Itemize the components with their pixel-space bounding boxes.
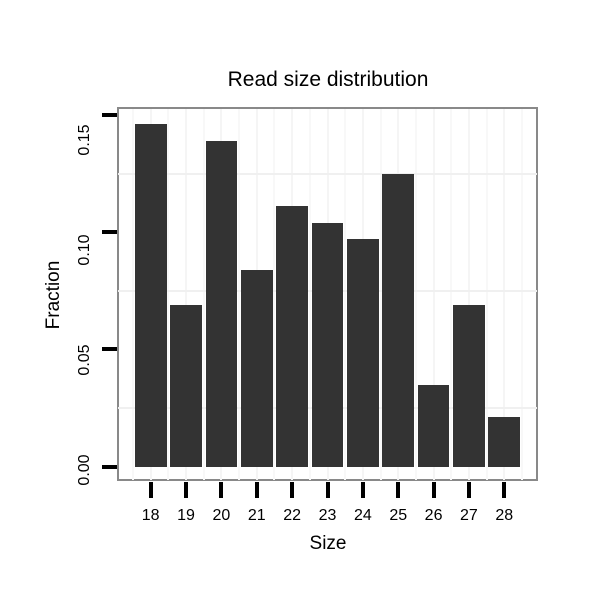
gridline-v-minor (308, 109, 311, 480)
y-tick (102, 347, 117, 352)
gridline-v-minor (167, 109, 170, 480)
y-tick-label: 0.00 (76, 454, 93, 486)
x-tick-label: 19 (177, 507, 195, 524)
bar-21 (240, 269, 273, 467)
x-tick (290, 482, 295, 498)
bar-23 (311, 222, 344, 467)
gridline-v-minor (520, 109, 523, 480)
bar-20 (205, 140, 238, 467)
x-tick (360, 482, 365, 498)
x-tick-label: 20 (212, 507, 231, 524)
x-tick-label: 25 (389, 507, 408, 524)
x-tick (396, 482, 401, 498)
y-tick (102, 230, 117, 235)
y-tick (102, 464, 117, 469)
gridline-v (467, 109, 470, 480)
bar-27 (453, 304, 485, 467)
gridline-v-minor (273, 109, 276, 480)
gridline-v-minor (414, 109, 417, 480)
x-tick (219, 482, 224, 498)
gridline-v (503, 109, 506, 480)
chart-title: Read size distribution (227, 68, 429, 91)
gridline-v-minor (450, 109, 453, 480)
gridline-v-minor (485, 109, 488, 480)
gridline-v-minor (379, 109, 382, 480)
x-tick (325, 482, 330, 498)
gridline-v-minor (238, 109, 241, 480)
bar-26 (417, 384, 450, 467)
bar-18 (134, 124, 167, 467)
bar-22 (276, 206, 309, 467)
x-tick (431, 482, 436, 498)
y-axis-title: Fraction (43, 260, 64, 330)
x-tick-label: 24 (353, 507, 372, 524)
x-tick-label: 21 (247, 507, 266, 524)
y-tick-label: 0.10 (76, 234, 93, 266)
x-tick (184, 482, 189, 498)
x-tick (502, 482, 507, 498)
x-tick (466, 482, 471, 498)
gridline-v-minor (132, 109, 135, 480)
y-tick-label: 0.05 (76, 344, 93, 376)
x-tick-label: 28 (495, 507, 514, 524)
x-tick (254, 482, 259, 498)
y-tick (102, 112, 117, 117)
x-tick-label: 27 (460, 507, 478, 524)
x-tick-label: 22 (283, 507, 302, 524)
gridline-v-minor (202, 109, 205, 480)
bar-28 (488, 417, 521, 467)
bar-25 (382, 173, 415, 467)
y-tick-label: 0.15 (76, 124, 93, 156)
x-tick-label: 26 (424, 507, 443, 524)
x-tick-label: 18 (141, 507, 160, 524)
bar-19 (170, 304, 202, 467)
bar-24 (346, 239, 379, 467)
gridline-v-minor (344, 109, 347, 480)
x-axis-title: Size (309, 533, 347, 554)
x-tick (148, 482, 153, 498)
gridline-v (432, 109, 435, 480)
x-tick-label: 23 (318, 507, 337, 524)
gridline-h (118, 172, 537, 175)
gridline-v (185, 109, 188, 480)
